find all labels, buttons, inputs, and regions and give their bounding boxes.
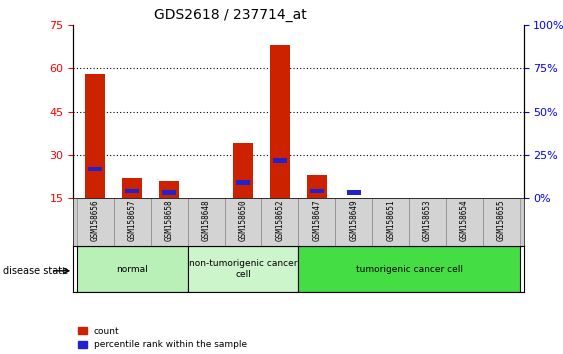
Text: GSM158654: GSM158654 [460,200,469,241]
Text: tumorigenic cancer cell: tumorigenic cancer cell [356,264,463,274]
Bar [409,198,446,246]
Text: GSM158655: GSM158655 [497,200,506,241]
Bar [187,246,298,292]
Bar [307,175,327,198]
Bar [225,198,261,246]
Text: GSM158650: GSM158650 [239,200,248,241]
Bar [372,198,409,246]
Bar [88,167,102,171]
Bar [273,159,287,163]
Text: non-tumorigenic cancer
cell: non-tumorigenic cancer cell [189,259,297,279]
Bar [77,246,187,292]
Text: GSM158656: GSM158656 [91,200,100,241]
Bar [261,198,298,246]
Bar [336,198,372,246]
Text: disease state: disease state [3,266,68,276]
Text: GSM158647: GSM158647 [312,200,321,241]
Bar [122,178,142,198]
Bar [298,198,336,246]
Bar [162,190,176,195]
Bar [77,198,114,246]
Bar [187,198,225,246]
Bar [233,143,253,198]
Bar [159,181,180,198]
Text: GSM158658: GSM158658 [164,200,173,241]
Bar [270,45,290,198]
Text: GSM158653: GSM158653 [423,200,432,241]
Text: GSM158648: GSM158648 [202,200,211,241]
Text: GSM158649: GSM158649 [349,200,358,241]
Text: normal: normal [117,264,148,274]
Bar [446,198,483,246]
Bar [347,190,361,195]
Bar [483,198,520,246]
Bar [114,198,151,246]
Bar [85,74,105,198]
Text: GDS2618 / 237714_at: GDS2618 / 237714_at [154,8,307,22]
Bar [298,246,520,292]
Bar [310,189,324,193]
Text: GSM158652: GSM158652 [275,200,284,241]
Text: GSM158657: GSM158657 [128,200,137,241]
Legend: count, percentile rank within the sample: count, percentile rank within the sample [78,327,247,349]
Bar [236,180,250,184]
Text: GSM158651: GSM158651 [386,200,395,241]
Bar [151,198,187,246]
Bar [125,189,140,193]
